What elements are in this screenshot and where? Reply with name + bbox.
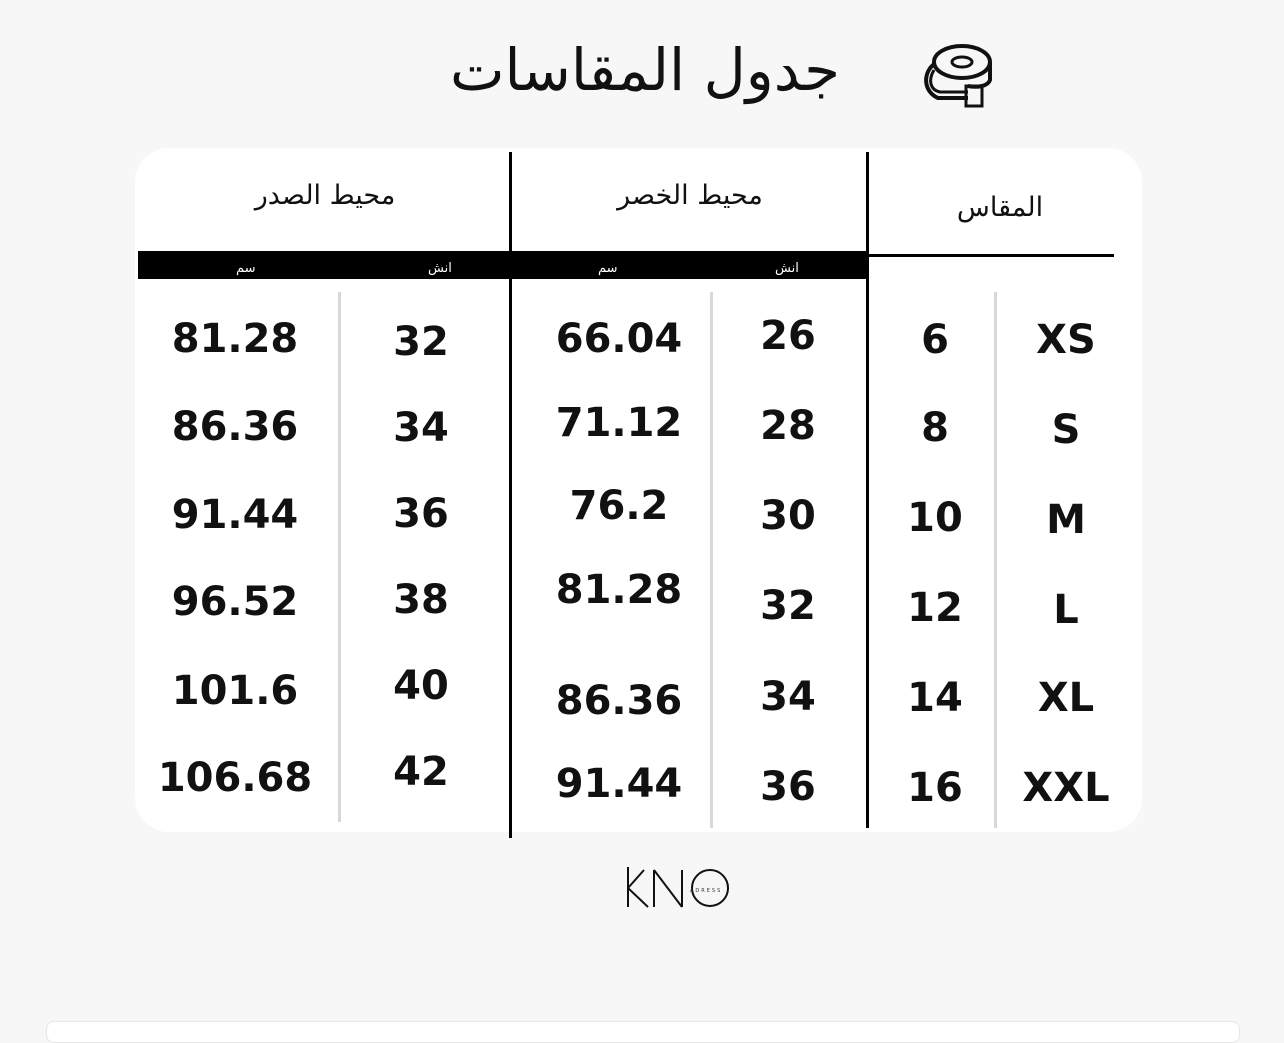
header-size: المقاس [956,192,1044,223]
header-waist: محيط الخصر [617,180,763,211]
column-divider [509,152,512,838]
cell-size: XS [1036,317,1096,363]
cell-number: 12 [907,585,963,631]
cell-waist-cm: 76.2 [569,483,669,529]
unit-cm: سم [236,261,256,276]
unit-bar [138,251,866,279]
unit-cm: سم [598,261,618,276]
cell-size: M [1046,497,1086,543]
cell-chest-in: 34 [393,405,449,451]
cell-chest-cm: 96.52 [171,579,299,625]
cell-size: S [1051,407,1081,453]
cell-chest-cm: 91.44 [171,492,299,538]
cell-chest-in: 40 [393,663,449,709]
cell-waist-in: 34 [760,674,816,720]
cell-waist-in: 30 [760,493,816,539]
unit-inch: انش [775,261,799,276]
measuring-tape-icon [924,44,992,108]
brand-logo: ADRESS [627,867,729,908]
cell-number: 10 [907,495,963,541]
cell-chest-in: 38 [393,577,449,623]
column-divider [866,152,869,828]
cell-waist-in: 28 [760,403,816,449]
cell-chest-cm: 81.28 [171,316,299,362]
cell-waist-cm: 81.28 [555,567,683,613]
cell-waist-in: 36 [760,764,816,810]
cell-waist-in: 26 [760,313,816,359]
cell-chest-in: 32 [393,319,449,365]
subcolumn-divider [338,292,341,822]
svg-text:ADRESS: ADRESS [690,888,722,894]
cell-chest-in: 42 [393,749,449,795]
cell-size: XL [1037,675,1095,721]
page-title: جدول المقاسات [449,36,841,104]
cell-size: XXL [1022,765,1110,811]
cell-chest-cm: 106.68 [157,755,313,801]
cell-number: 6 [921,317,949,363]
cell-size: L [1053,587,1079,633]
cell-chest-cm: 101.6 [171,668,299,714]
cell-waist-cm: 66.04 [555,316,683,362]
subcolumn-divider [994,292,997,828]
cell-number: 8 [921,405,949,451]
header-chest: محيط الصدر [254,180,396,211]
subcolumn-divider [710,292,713,828]
cell-waist-in: 32 [760,583,816,629]
bottom-bar [46,1021,1240,1043]
cell-number: 16 [907,765,963,811]
cell-waist-cm: 86.36 [555,678,683,724]
cell-chest-cm: 86.36 [171,404,299,450]
cell-number: 14 [907,675,963,721]
cell-waist-cm: 91.44 [555,761,683,807]
cell-waist-cm: 71.12 [555,400,683,446]
header-underline [868,254,1114,257]
cell-chest-in: 36 [393,491,449,537]
unit-inch: انش [428,261,452,276]
